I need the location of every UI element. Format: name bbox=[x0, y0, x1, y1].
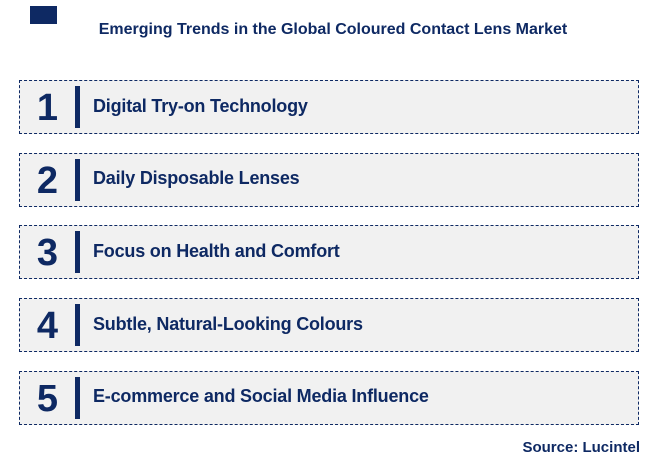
divider-bar bbox=[75, 158, 80, 201]
trend-label: Subtle, Natural-Looking Colours bbox=[93, 313, 363, 334]
trend-number: 5 bbox=[36, 377, 59, 420]
trend-list: 1 Digital Try-on Technology 2 Daily Disp… bbox=[19, 80, 639, 425]
trend-row: 2 Daily Disposable Lenses bbox=[19, 152, 639, 207]
source-label: Source: Lucintel bbox=[522, 439, 640, 456]
trend-label: Digital Try-on Technology bbox=[93, 95, 308, 116]
trend-row: 1 Digital Try-on Technology bbox=[19, 80, 639, 134]
trend-row: 3 Focus on Health and Comfort bbox=[19, 225, 639, 280]
divider-bar bbox=[75, 231, 80, 274]
trend-number: 3 bbox=[36, 232, 59, 275]
trend-row: 5 E-commerce and Social Media Influence bbox=[19, 370, 639, 425]
trend-number: 2 bbox=[36, 159, 59, 202]
divider-bar bbox=[75, 376, 80, 419]
trend-number: 1 bbox=[36, 87, 59, 129]
divider-bar bbox=[75, 86, 80, 128]
corner-square-icon bbox=[30, 6, 57, 24]
trend-label: Daily Disposable Lenses bbox=[93, 168, 300, 189]
trend-row: 4 Subtle, Natural-Looking Colours bbox=[19, 298, 639, 353]
trend-label: Focus on Health and Comfort bbox=[93, 240, 340, 261]
divider-bar bbox=[75, 304, 80, 347]
trend-number: 4 bbox=[36, 305, 59, 348]
page-title: Emerging Trends in the Global Coloured C… bbox=[98, 21, 568, 38]
trend-label: E-commerce and Social Media Influence bbox=[93, 386, 429, 407]
